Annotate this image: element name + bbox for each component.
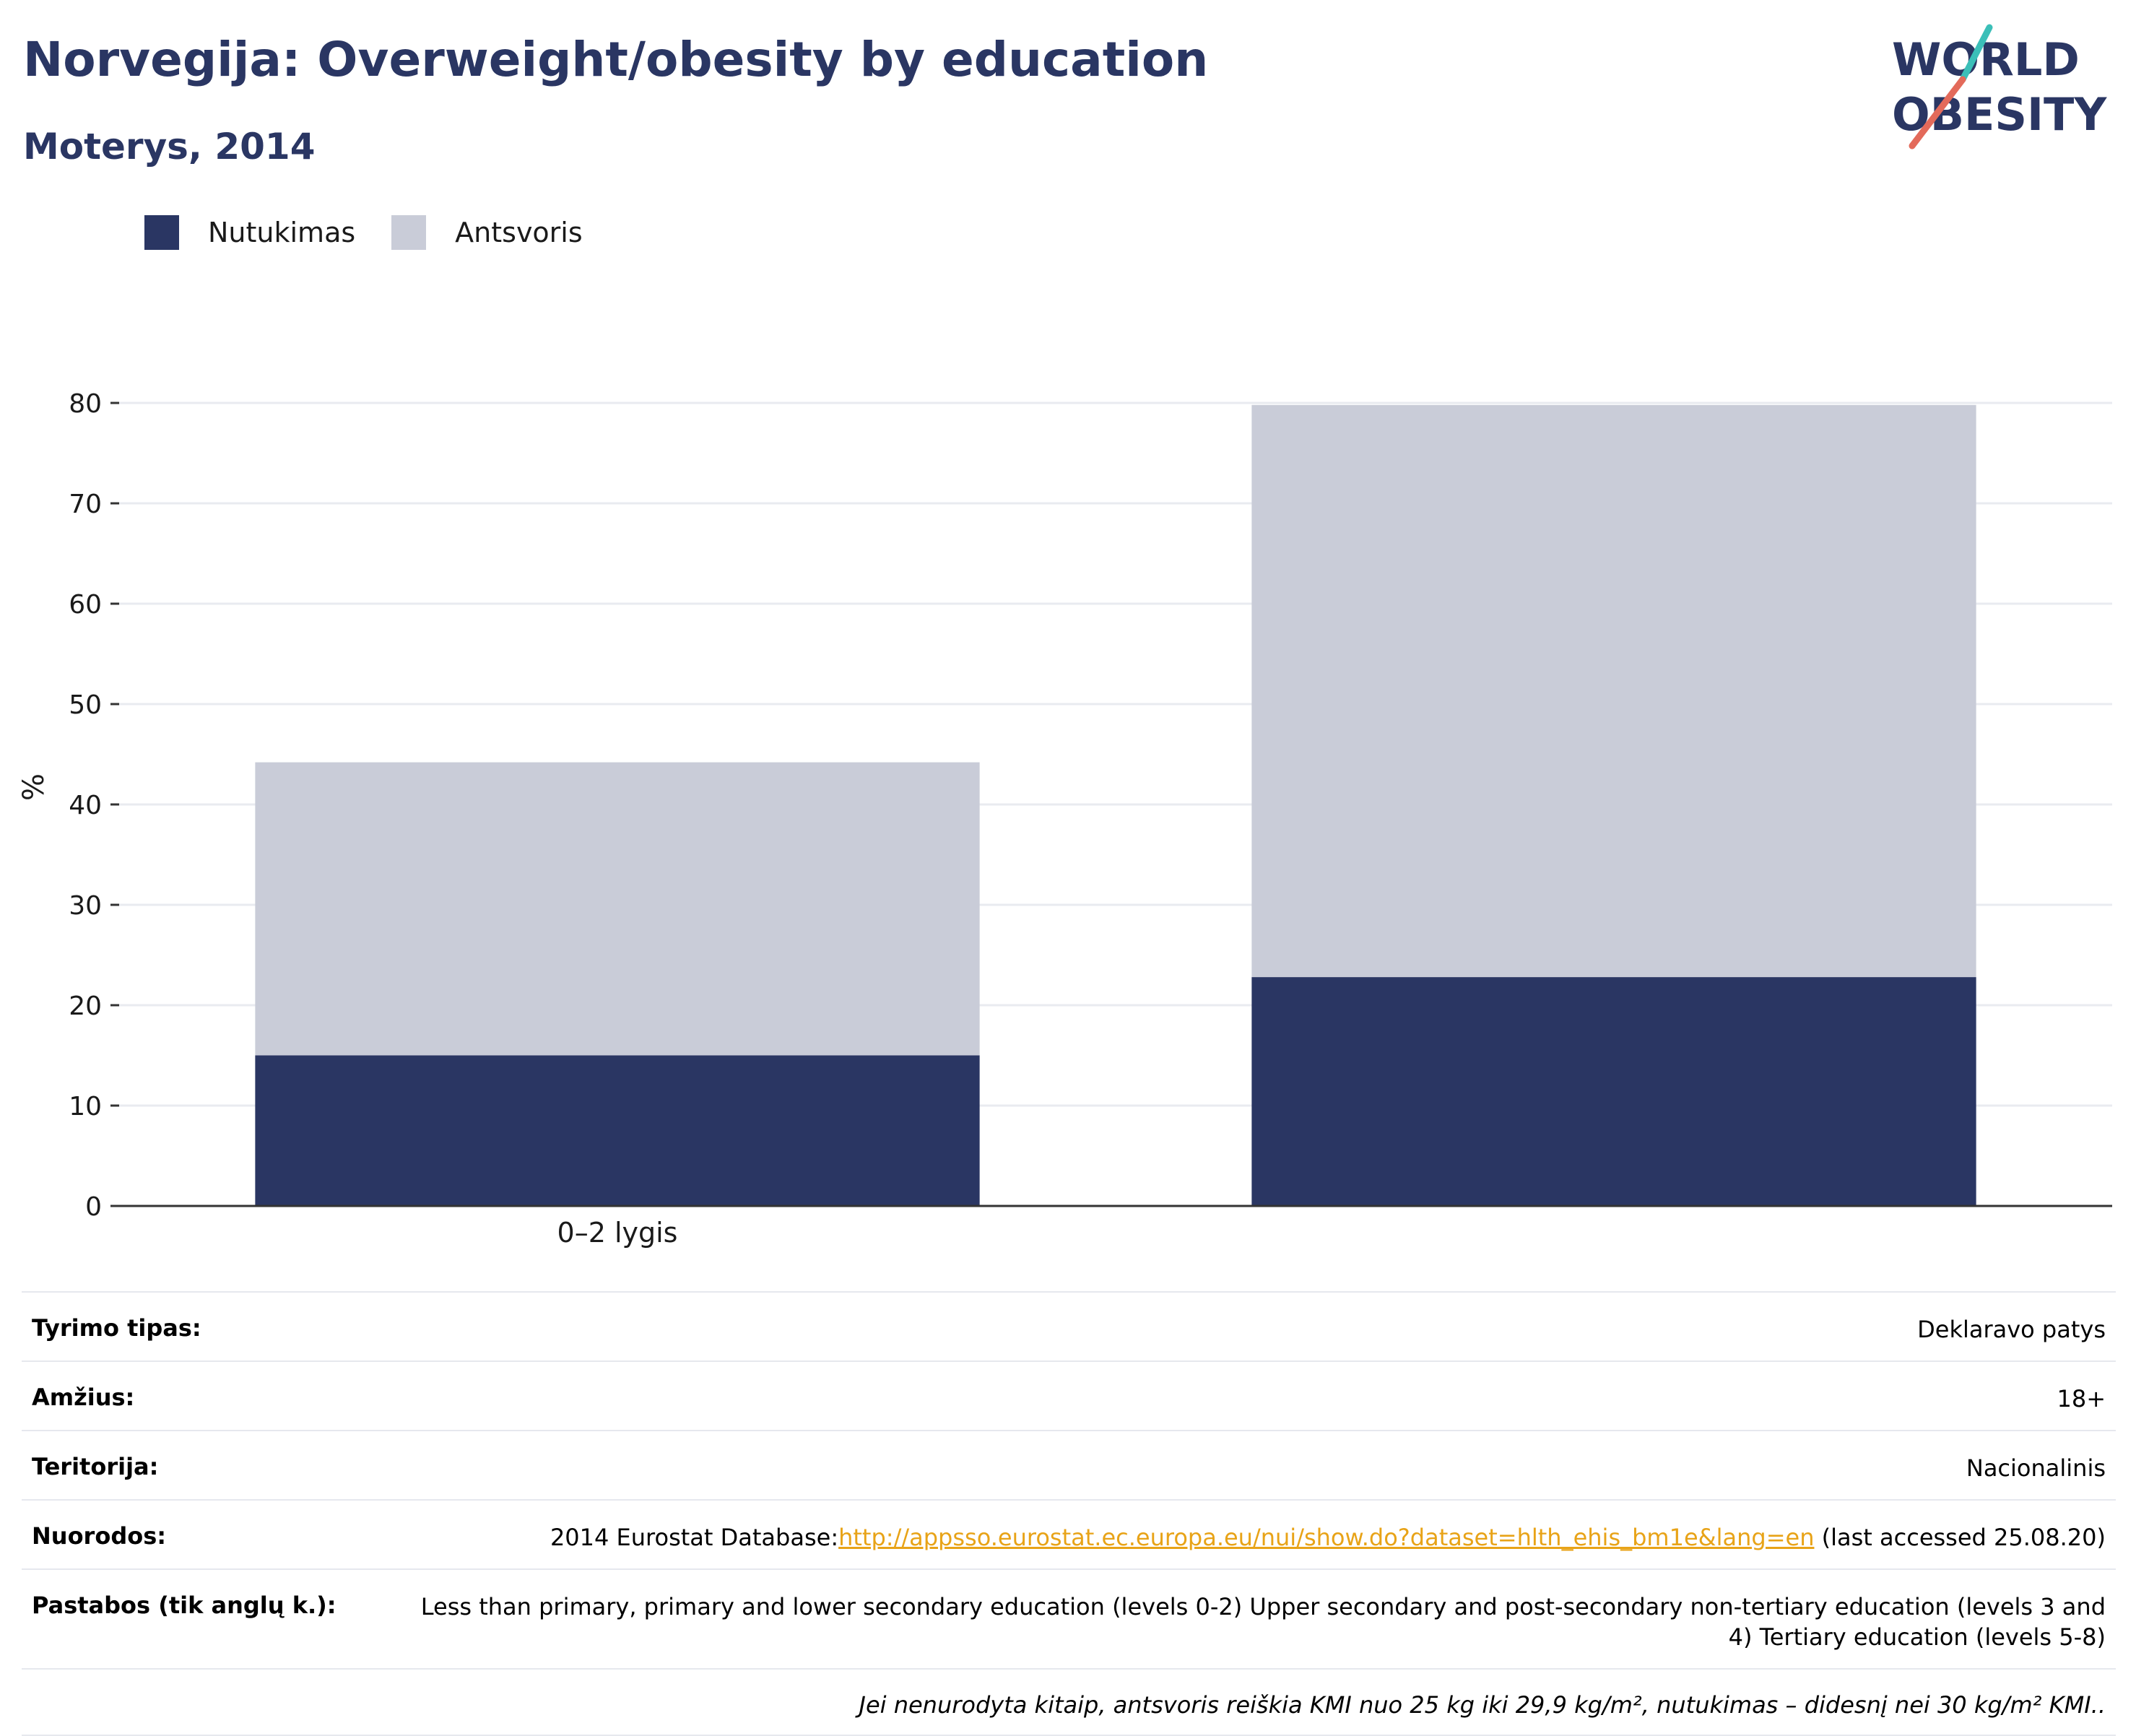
- y-tick-label: 0: [85, 1192, 102, 1222]
- info-label: Nuorodos:: [32, 1522, 167, 1550]
- legend-item-overweight[interactable]: Antsvoris: [391, 215, 583, 250]
- logo-line2: OBESITY: [1892, 88, 2107, 141]
- y-tick-label: 60: [69, 590, 102, 620]
- info-label: Pastabos (tik anglų k.):: [32, 1592, 337, 1619]
- legend-swatch-obesity: [144, 215, 179, 250]
- stacked-bar-chart: 0 10 20 30 40 50 60 70 80 0–2 lygis %: [17, 389, 2112, 1249]
- info-row-notes: Pastabos (tik anglų k.): Less than prima…: [22, 1568, 2116, 1668]
- info-label: Teritorija:: [32, 1453, 159, 1480]
- legend-swatch-overweight: [391, 215, 427, 250]
- logo-line1: WORLD: [1892, 33, 2080, 86]
- info-row-territory: Teritorija: Nacionalinis: [22, 1430, 2116, 1499]
- y-tick-label: 10: [69, 1092, 102, 1121]
- legend-label-obesity: Nutukimas: [208, 217, 356, 248]
- page-subtitle: Moterys, 2014: [23, 126, 316, 168]
- info-value: Less than primary, primary and lower sec…: [420, 1593, 2106, 1651]
- bar-segment-obesity[interactable]: [255, 1055, 980, 1207]
- info-value: 2014 Eurostat Database:http://appsso.eur…: [550, 1522, 2106, 1553]
- chart-legend: Nutukimas Antsvoris: [144, 214, 619, 251]
- footnote: Jei nenurodyta kitaip, antsvoris reiškia…: [22, 1668, 2116, 1736]
- legend-item-obesity[interactable]: Nutukimas: [144, 215, 355, 250]
- y-tick-label: 70: [69, 490, 102, 519]
- y-tick-label: 30: [69, 891, 102, 921]
- info-value: Deklaravo patys: [1917, 1316, 2106, 1343]
- info-value: Nacionalinis: [1966, 1454, 2106, 1482]
- info-label: Amžius:: [32, 1384, 135, 1411]
- reference-link[interactable]: http://appsso.eurostat.ec.europa.eu/nui/…: [838, 1524, 1815, 1551]
- info-value: 18+: [2057, 1385, 2106, 1412]
- chart-axes: 0 10 20 30 40 50 60 70 80 0–2 lygis: [69, 389, 2112, 1249]
- info-row-references: Nuorodos: 2014 Eurostat Database:http://…: [22, 1499, 2116, 1568]
- info-row-survey-type: Tyrimo tipas: Deklaravo patys: [22, 1291, 2116, 1360]
- bar-segment-overweight[interactable]: [1251, 404, 1976, 978]
- world-obesity-logo: WORLD OBESITY: [1892, 24, 2107, 149]
- y-tick-label: 20: [69, 991, 102, 1021]
- y-tick-label: 50: [69, 690, 102, 720]
- chart-bars: [255, 404, 1976, 1207]
- y-tick-label: 80: [69, 389, 102, 419]
- y-axis-label: %: [17, 773, 51, 801]
- info-label: Tyrimo tipas:: [32, 1314, 201, 1342]
- x-tick-label: 0–2 lygis: [557, 1217, 678, 1249]
- legend-label-overweight: Antsvoris: [455, 217, 583, 248]
- y-tick-label: 40: [69, 791, 102, 820]
- bar-segment-obesity[interactable]: [1251, 977, 1976, 1206]
- info-row-age: Amžius: 18+: [22, 1360, 2116, 1430]
- info-table: Tyrimo tipas: Deklaravo patys Amžius: 18…: [22, 1291, 2116, 1736]
- page-title: Norvegija: Overweight/obesity by educati…: [23, 32, 1209, 87]
- reference-suffix: (last accessed 25.08.20): [1814, 1524, 2106, 1551]
- reference-prefix: 2014 Eurostat Database:: [550, 1524, 839, 1551]
- bar-segment-overweight[interactable]: [255, 762, 980, 1056]
